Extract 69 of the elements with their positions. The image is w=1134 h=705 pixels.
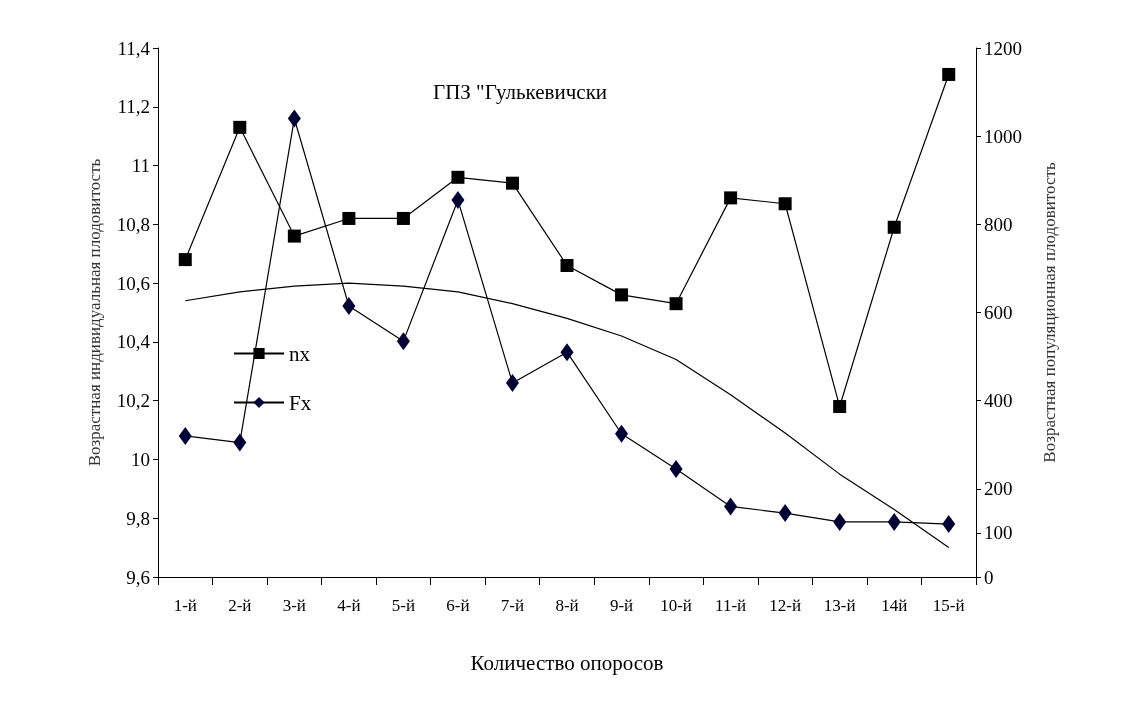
y2-axis-title: Возрастная популяционная плодовитость — [1040, 162, 1059, 463]
x-tick-label: 15-й — [932, 596, 965, 615]
point — [233, 433, 247, 452]
legend-label: Fx — [289, 390, 312, 415]
point — [396, 211, 410, 225]
legend-label: nx — [289, 341, 311, 366]
point — [287, 109, 301, 128]
point — [560, 258, 574, 272]
y-tick-label: 10,6 — [116, 272, 150, 294]
point — [505, 374, 519, 393]
x-tick-label: 12-й — [769, 596, 802, 615]
y-tick-label: 10,4 — [116, 331, 151, 353]
point — [942, 67, 956, 81]
point — [560, 343, 574, 362]
x-tick-label: 14й — [881, 596, 908, 615]
text: ГПЗ "Гулькевичски — [433, 79, 608, 104]
point — [342, 296, 356, 315]
x-tick-label: 13-й — [823, 596, 856, 615]
x-tick-label: 7-й — [500, 596, 525, 615]
point — [505, 176, 519, 190]
point — [233, 120, 247, 134]
point — [451, 170, 465, 184]
x-tick-label: 8-й — [555, 596, 579, 615]
y2-tick-label: 1000 — [984, 125, 1022, 147]
point — [778, 504, 792, 523]
y2-tick-label: 200 — [984, 478, 1013, 500]
y-tick-label: 9,8 — [126, 507, 150, 529]
x-tick-label: 2-й — [228, 596, 252, 615]
x-axis-title: Количество опоросов — [470, 650, 664, 675]
y-tick-label: 11,4 — [117, 37, 151, 59]
y-tick-label: 10,8 — [116, 213, 150, 235]
y2-tick-label: 1200 — [984, 37, 1022, 59]
point — [778, 197, 792, 211]
point — [178, 426, 192, 445]
y2-tick-label: 800 — [984, 213, 1013, 235]
x-tick-label: 9-й — [609, 596, 634, 615]
point — [887, 512, 901, 531]
y-tick-label: 11 — [131, 155, 150, 177]
y-tick-label: 11,2 — [117, 96, 150, 118]
y2-tick-label: 600 — [984, 302, 1013, 323]
y2-tick-label: 0 — [984, 566, 994, 588]
y2-tick-label: 400 — [984, 390, 1013, 412]
x-tick-label: 4-й — [337, 596, 361, 615]
point — [833, 512, 847, 531]
point — [615, 288, 629, 302]
point — [724, 497, 738, 516]
y2-tick-label: 100 — [984, 522, 1013, 544]
y-tick-label: 10,2 — [116, 390, 150, 412]
point — [451, 191, 465, 210]
x-tick-label: 1-й — [173, 596, 197, 615]
point — [887, 220, 901, 234]
point — [669, 460, 683, 478]
y-tick-label: 10 — [131, 448, 150, 470]
y-axis-title: Возрастная индивидуальная плодовитость — [85, 158, 104, 467]
point — [669, 297, 683, 311]
point — [724, 191, 738, 205]
point — [942, 515, 956, 534]
x-tick-label: 3-й — [282, 596, 306, 615]
x-tick-label: 11-й — [715, 596, 747, 615]
point — [396, 332, 410, 351]
point — [178, 253, 192, 267]
x-tick-label: 6-й — [446, 596, 470, 615]
point — [833, 400, 847, 414]
x-tick-label: 5-й — [391, 596, 416, 615]
x-tick-label: 10-й — [660, 596, 692, 615]
point — [615, 424, 629, 443]
point — [342, 211, 356, 225]
y-tick-label: 9,6 — [126, 566, 150, 588]
point — [287, 229, 301, 243]
